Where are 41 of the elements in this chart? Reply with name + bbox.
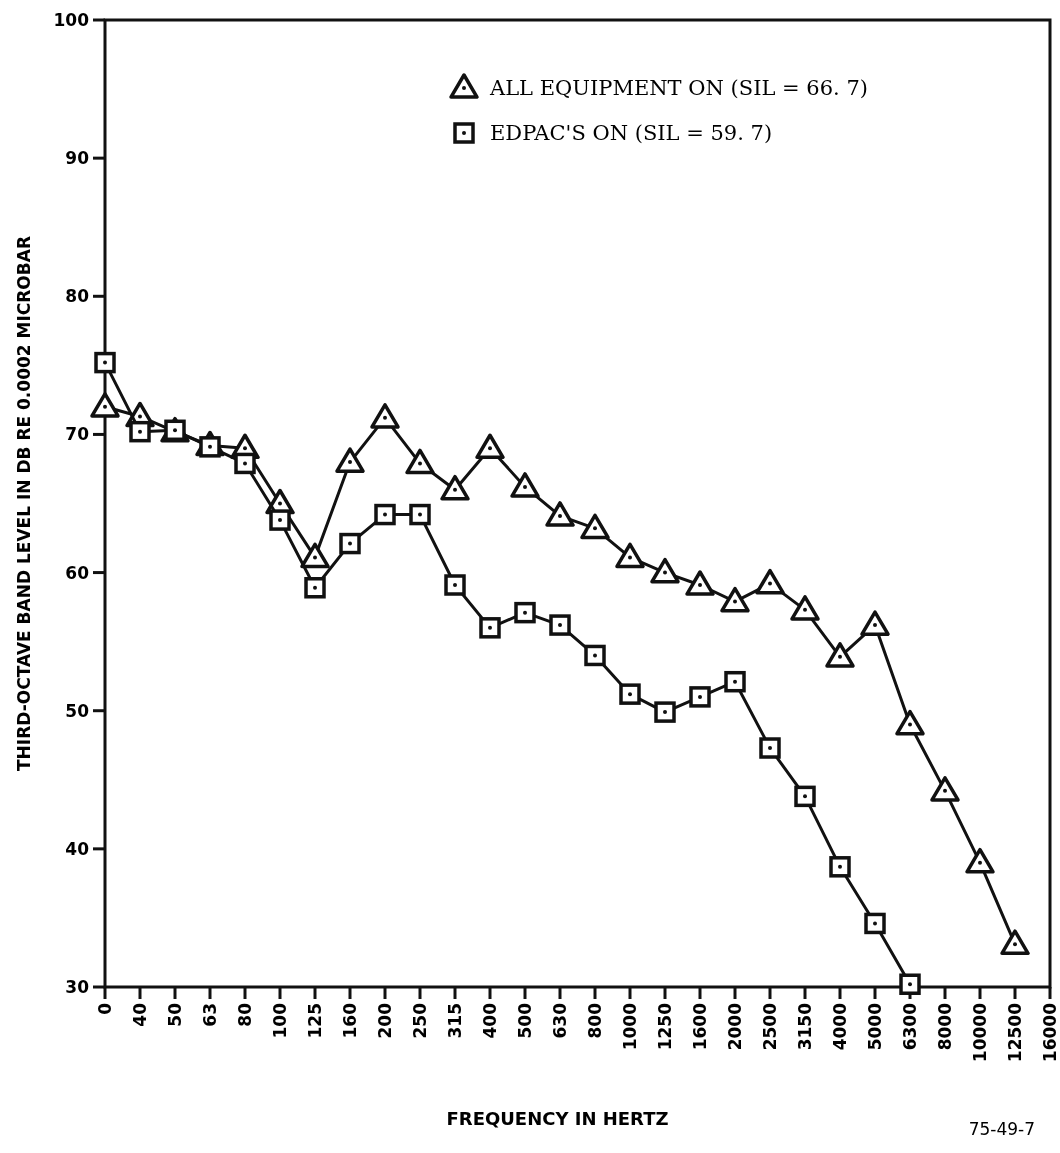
x-tick-label: 5000 bbox=[864, 1002, 885, 1051]
x-tick-label: 16000 bbox=[1039, 1002, 1060, 1063]
y-tick-label: 80 bbox=[65, 286, 90, 307]
y-tick-label: 100 bbox=[53, 9, 90, 30]
x-tick-label: 4000 bbox=[829, 1002, 850, 1051]
x-tick-label: 315 bbox=[444, 1003, 465, 1039]
x-tick-label: 2500 bbox=[759, 1002, 780, 1051]
legend-label: EDPAC'S ON (SIL = 59. 7) bbox=[490, 121, 773, 146]
x-tick-label: 63 bbox=[199, 1003, 220, 1027]
x-tick-label: 630 bbox=[549, 1002, 570, 1039]
x-tick-label: 800 bbox=[584, 1002, 605, 1039]
y-tick-label: 70 bbox=[65, 424, 90, 445]
y-tick-label: 30 bbox=[65, 976, 90, 997]
x-tick-label: 400 bbox=[479, 1002, 500, 1039]
y-tick-label: 60 bbox=[65, 562, 90, 583]
x-tick-label: 500 bbox=[514, 1002, 535, 1039]
x-tick-label: 40 bbox=[129, 1002, 150, 1027]
x-tick-label: 12500 bbox=[1004, 1002, 1025, 1063]
y-tick-label: 40 bbox=[65, 838, 90, 859]
text: 75-49-7 bbox=[968, 1119, 1035, 1139]
x-tick-label: 125 bbox=[304, 1003, 325, 1039]
x-tick-label: 200 bbox=[374, 1002, 395, 1039]
x-tick-label: 1000 bbox=[619, 1002, 640, 1051]
x-tick-label: 250 bbox=[409, 1002, 430, 1039]
x-tick-label: 10000 bbox=[969, 1002, 990, 1063]
x-tick-label: 8000 bbox=[934, 1002, 955, 1051]
x-tick-label: 100 bbox=[269, 1002, 290, 1039]
legend-label: ALL EQUIPMENT ON (SIL = 66. 7) bbox=[489, 76, 868, 101]
x-tick-label: 1600 bbox=[689, 1002, 710, 1051]
x-tick-label: 2000 bbox=[724, 1002, 745, 1051]
x-tick-label: 160 bbox=[339, 1002, 360, 1039]
x-axis-title: FREQUENCY IN HERTZ bbox=[446, 1108, 669, 1129]
x-tick-label: 80 bbox=[234, 1002, 255, 1027]
x-tick-label: 3150 bbox=[794, 1002, 815, 1051]
x-tick-label: 50 bbox=[164, 1002, 185, 1027]
x-tick-label: 1250 bbox=[654, 1002, 675, 1051]
y-tick-label: 90 bbox=[65, 148, 90, 169]
x-tick-label: 0 bbox=[94, 1002, 115, 1015]
y-axis-title: THIRD-OCTAVE BAND LEVEL IN DB RE 0.0002 MICROBAR bbox=[14, 235, 34, 772]
x-tick-label: 6300 bbox=[899, 1002, 920, 1051]
y-tick-label: 50 bbox=[65, 700, 90, 721]
